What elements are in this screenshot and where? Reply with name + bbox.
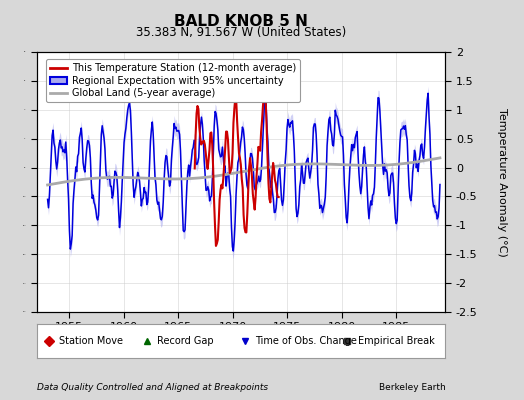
Text: BALD KNOB 5 N: BALD KNOB 5 N: [174, 14, 308, 29]
Text: Station Move: Station Move: [59, 336, 123, 346]
Text: Berkeley Earth: Berkeley Earth: [379, 383, 445, 392]
Legend: This Temperature Station (12-month average), Regional Expectation with 95% uncer: This Temperature Station (12-month avera…: [46, 60, 300, 102]
Text: 35.383 N, 91.567 W (United States): 35.383 N, 91.567 W (United States): [136, 26, 346, 39]
Y-axis label: Temperature Anomaly (°C): Temperature Anomaly (°C): [497, 108, 507, 256]
Text: Record Gap: Record Gap: [157, 336, 214, 346]
Text: Data Quality Controlled and Aligned at Breakpoints: Data Quality Controlled and Aligned at B…: [37, 383, 268, 392]
Text: Empirical Break: Empirical Break: [357, 336, 434, 346]
Text: Time of Obs. Change: Time of Obs. Change: [255, 336, 357, 346]
